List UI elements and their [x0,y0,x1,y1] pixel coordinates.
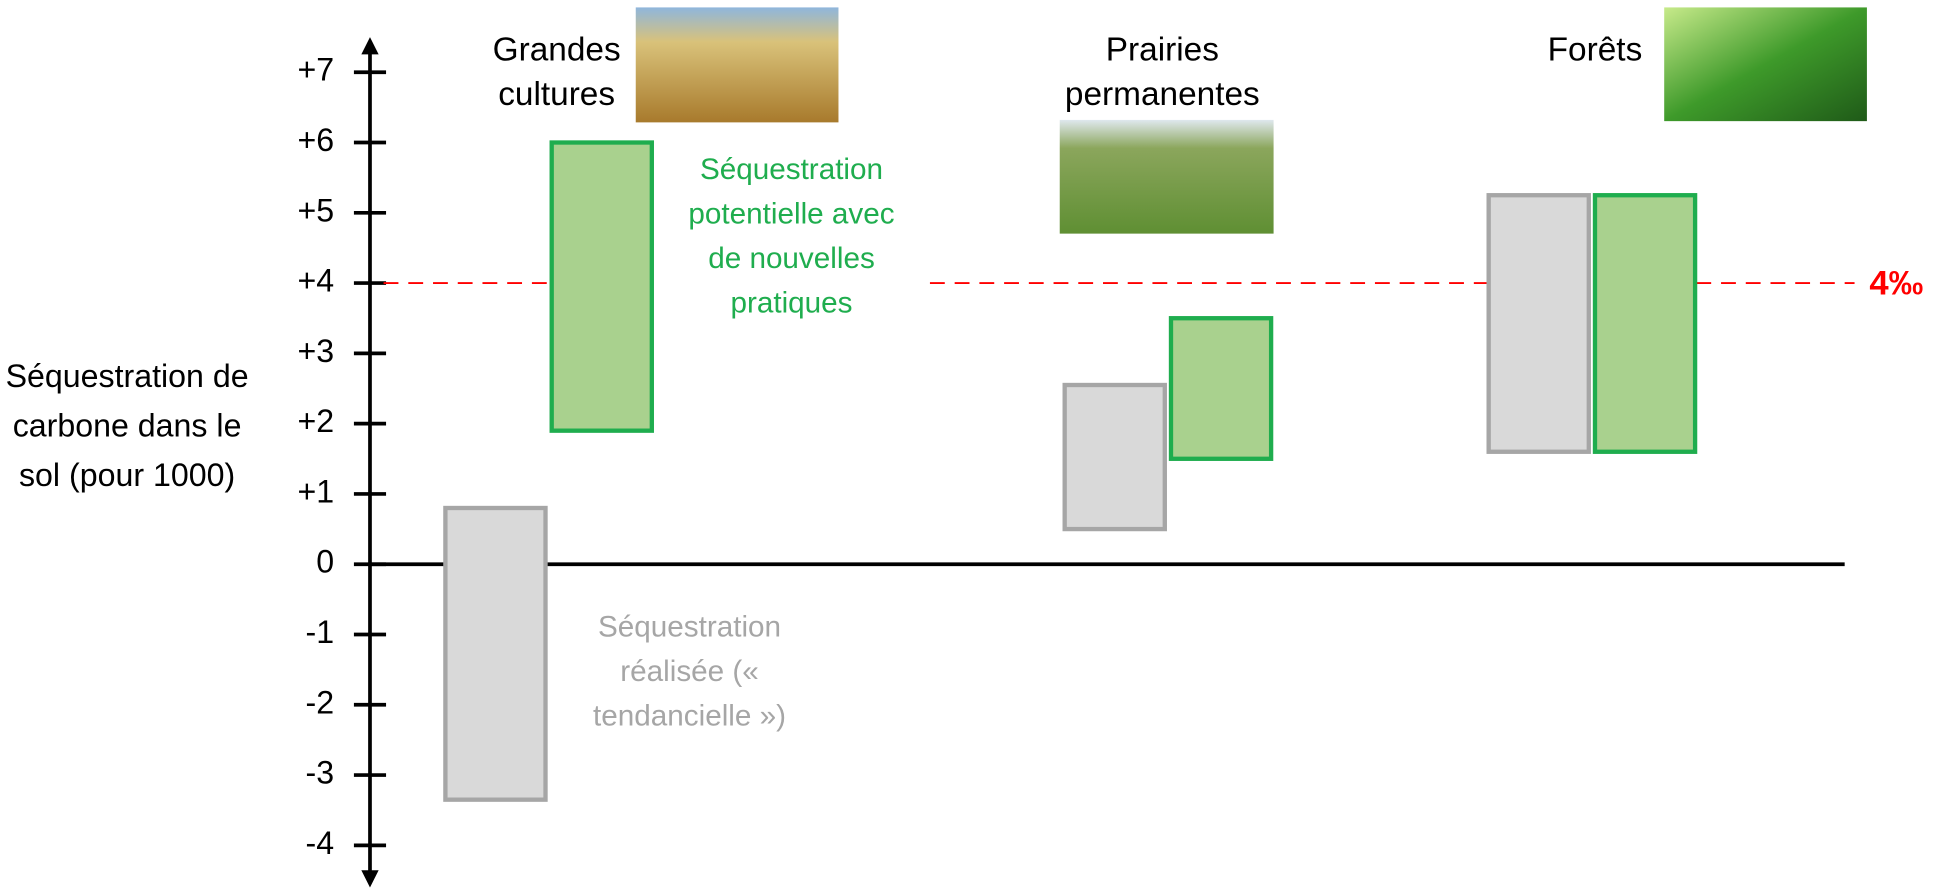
y-tick-label: +3 [297,333,334,369]
photo-wheat [635,7,839,123]
y-tick-label: -3 [306,755,335,791]
y-tick-label: -2 [306,684,335,720]
bar [1486,193,1591,454]
y-tick-label: +2 [297,403,334,439]
y-tick-label: +4 [297,263,334,299]
photo-forest [1664,7,1867,122]
photo-meadow [1059,119,1274,234]
series-label: Séquestration réalisée (« tendancielle »… [593,610,786,734]
y-tick-label: -4 [306,825,335,861]
y-tick-label: +1 [297,473,334,509]
y-tick-label: +5 [297,192,334,228]
bar [1062,382,1167,532]
y-tick-label: 0 [316,544,334,580]
y-tick-label: +6 [297,122,334,158]
series-label-box: Séquestration réalisée (« tendancielle »… [593,610,786,734]
bar [1168,316,1274,461]
bar [443,505,548,802]
y-tick-label: -1 [306,614,335,650]
category-label: Grandes cultures [492,30,621,113]
category-label-box: Prairies permanentes [1064,30,1260,113]
reference-label: 4‰ [1869,265,1923,303]
category-label-box: Grandes cultures [492,30,621,113]
y-axis-label: Séquestration de carbone dans le sol (po… [5,357,249,494]
category-label: Prairies permanentes [1064,30,1260,113]
category-label-box: Forêts [1547,30,1643,68]
y-tick-label: +7 [297,52,334,88]
category-label: Forêts [1547,30,1643,68]
y-axis-label-box: Séquestration de carbone dans le sol (po… [5,357,249,494]
series-label: Séquestration potentielle avec de nouvel… [688,153,895,321]
series-label-box: Séquestration potentielle avec de nouvel… [688,153,895,321]
bar [1592,193,1698,454]
bar [549,140,654,433]
